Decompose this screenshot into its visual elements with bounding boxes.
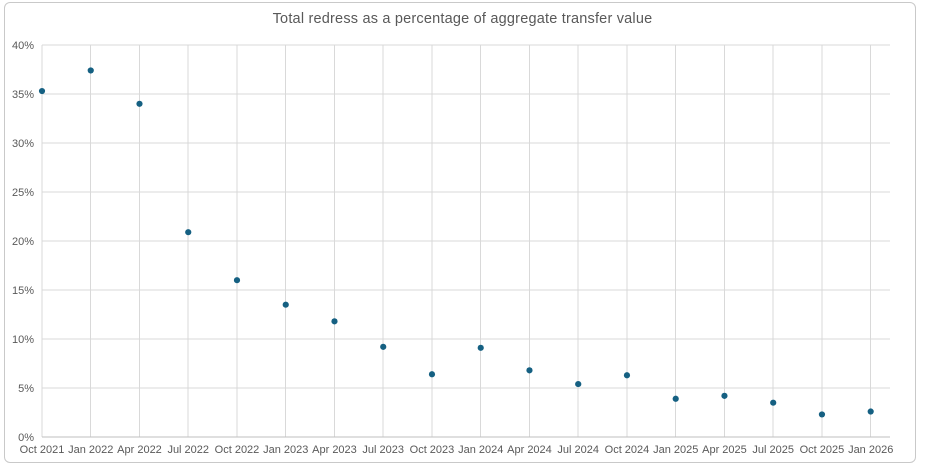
data-point xyxy=(867,408,874,415)
x-tick-label: Apr 2022 xyxy=(117,444,162,456)
x-tick-label: Oct 2024 xyxy=(605,444,650,456)
y-tick-label: 5% xyxy=(18,383,34,395)
x-tick-label: Jul 2024 xyxy=(557,444,599,456)
data-point xyxy=(623,372,631,379)
data-point xyxy=(575,380,582,388)
data-point xyxy=(38,87,46,95)
x-tick-label: Jan 2025 xyxy=(653,444,698,456)
x-tick-label: Oct 2022 xyxy=(215,444,260,456)
x-tick-label: Oct 2021 xyxy=(20,444,65,456)
x-tick-label: Jul 2022 xyxy=(167,444,209,456)
y-tick-label: 20% xyxy=(12,236,34,248)
x-tick-label: Apr 2024 xyxy=(507,444,552,456)
data-point xyxy=(380,343,387,350)
data-point xyxy=(672,395,679,402)
x-tick-label: Jul 2023 xyxy=(362,444,404,456)
y-tick-label: 25% xyxy=(12,187,34,199)
y-tick-label: 10% xyxy=(12,334,34,346)
y-tick-label: 30% xyxy=(12,138,34,150)
y-tick-label: 0% xyxy=(18,432,34,444)
x-tick-label: Apr 2023 xyxy=(312,444,357,456)
data-point xyxy=(136,100,143,107)
data-point xyxy=(526,367,533,374)
data-point xyxy=(477,344,484,351)
chart-title: Total redress as a percentage of aggrega… xyxy=(272,11,653,27)
data-point xyxy=(770,399,777,406)
x-tick-label: Jul 2025 xyxy=(752,444,794,456)
data-point xyxy=(185,229,192,236)
data-point xyxy=(818,411,826,418)
data-point xyxy=(87,67,94,74)
data-point xyxy=(331,318,338,325)
data-point xyxy=(233,277,241,284)
y-tick-label: 40% xyxy=(12,40,34,52)
x-tick-label: Jan 2022 xyxy=(68,444,113,456)
x-tick-label: Jan 2024 xyxy=(458,444,503,456)
x-tick-label: Jan 2023 xyxy=(263,444,308,456)
data-point xyxy=(428,371,436,378)
x-tick-label: Jan 2026 xyxy=(848,444,893,456)
data-point xyxy=(721,392,728,399)
y-tick-label: 15% xyxy=(12,285,34,297)
x-tick-label: Oct 2023 xyxy=(410,444,455,456)
x-tick-label: Apr 2025 xyxy=(702,444,747,456)
data-point xyxy=(282,301,289,308)
x-tick-label: Oct 2025 xyxy=(800,444,845,456)
chart-frame xyxy=(4,2,916,463)
y-tick-label: 35% xyxy=(12,89,34,101)
